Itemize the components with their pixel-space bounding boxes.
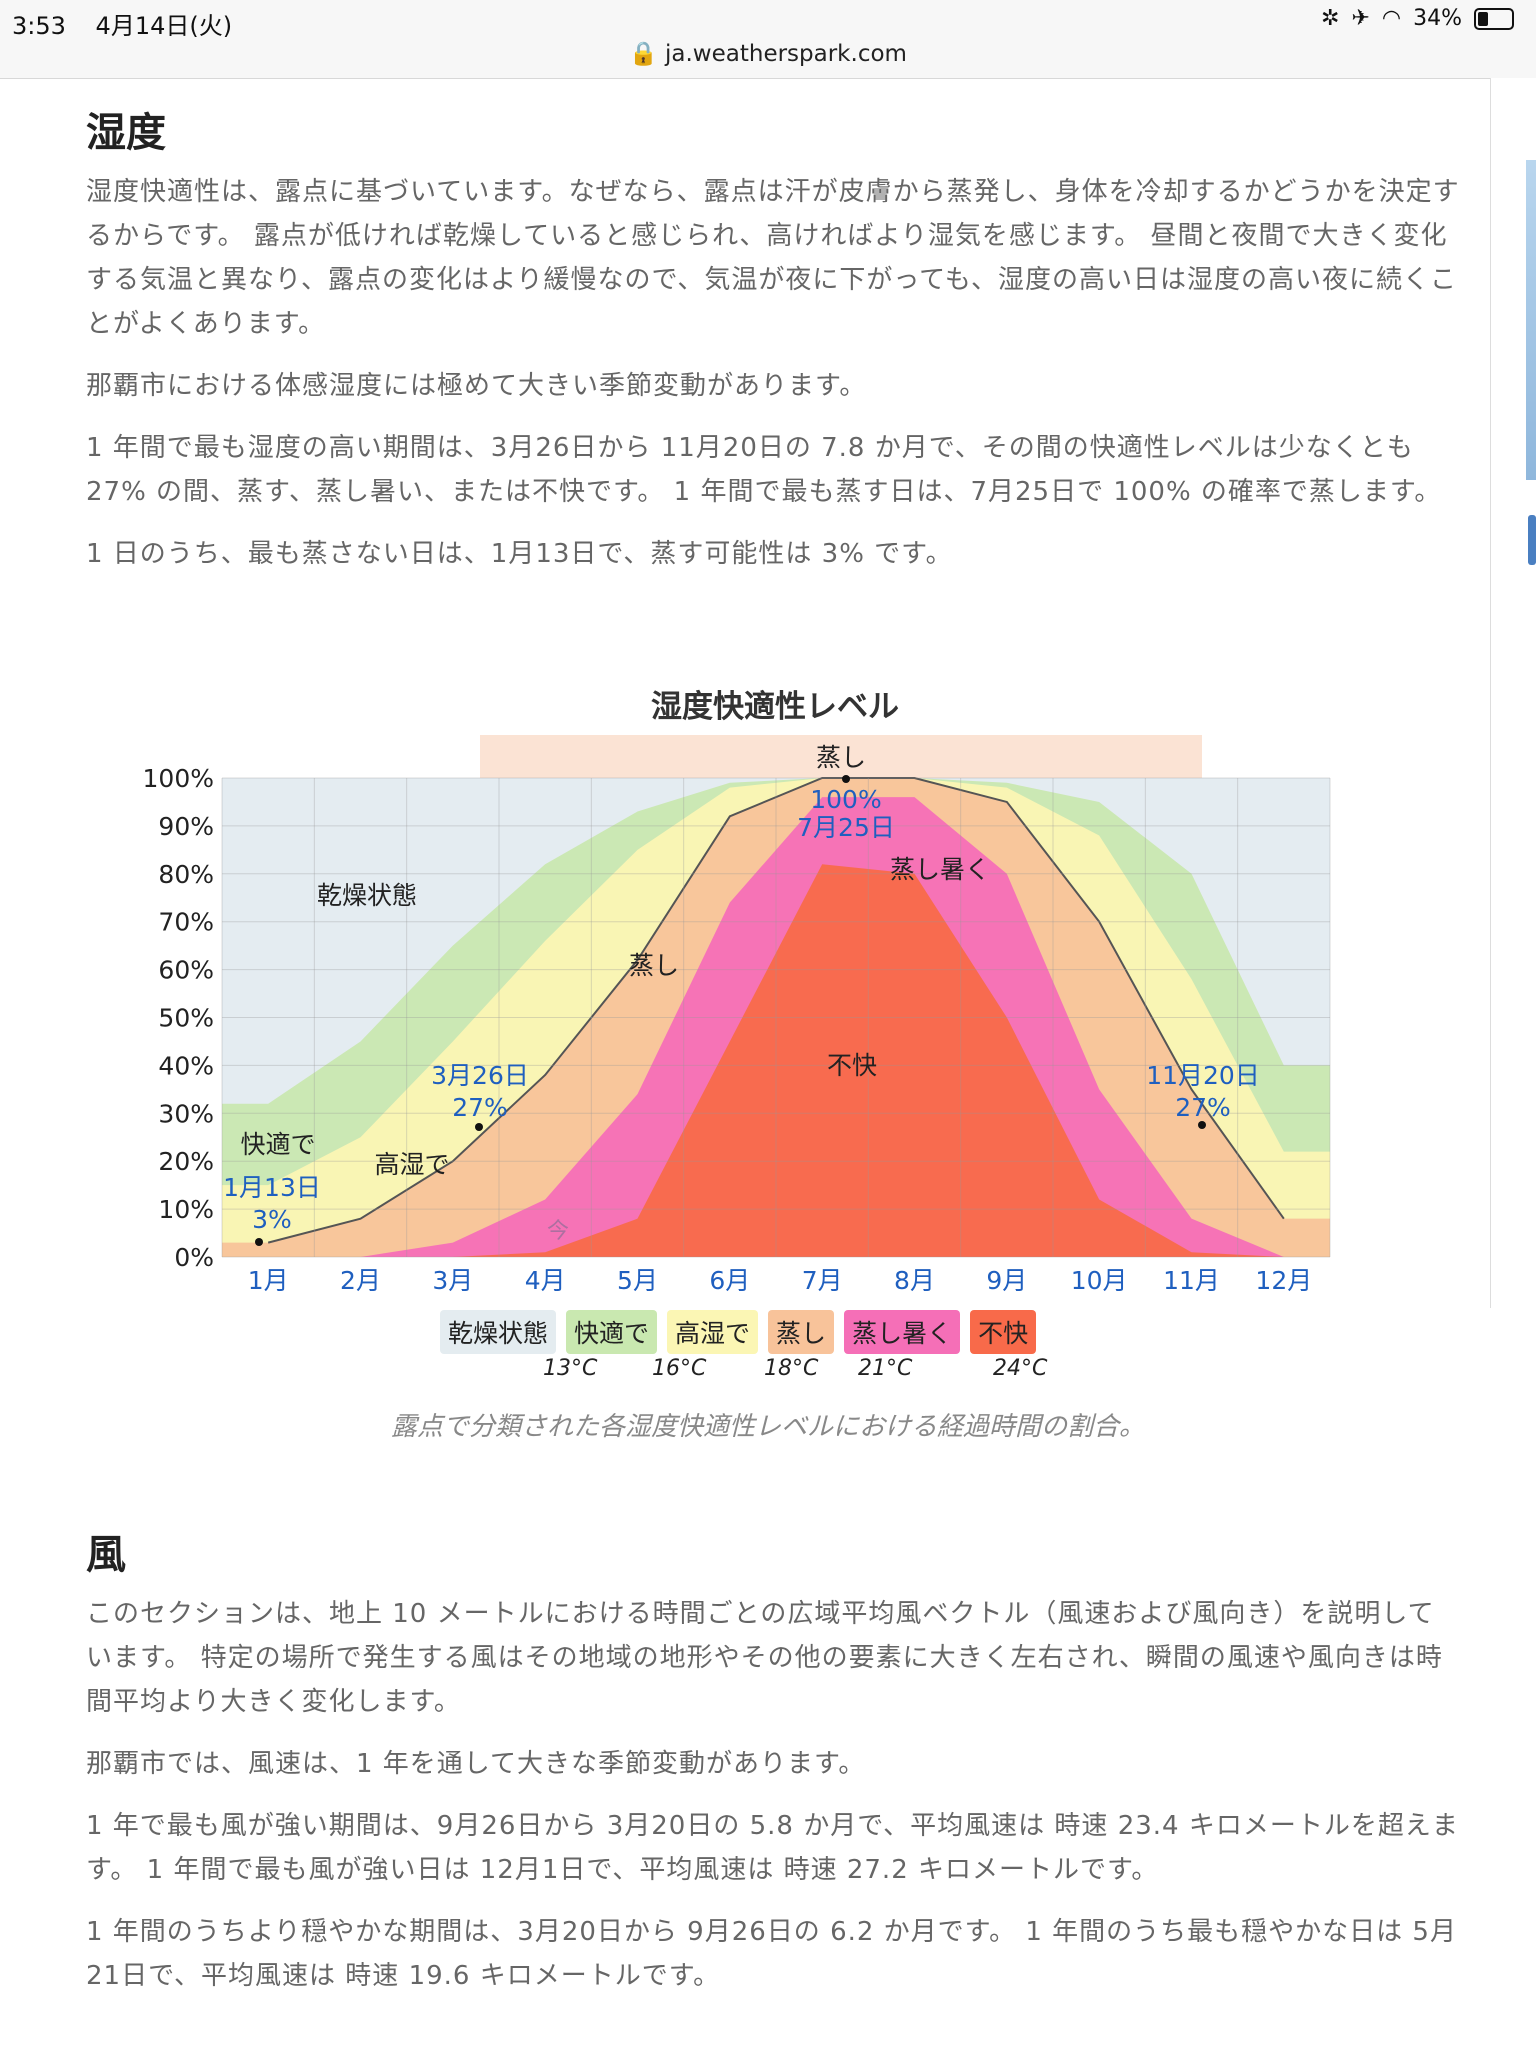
status-icons: ✲ ✈ ◠ 34% — [1321, 6, 1514, 31]
y-tick-label: 50% — [158, 1004, 214, 1033]
y-tick-label: 80% — [158, 860, 214, 889]
legend-item: 蒸し — [768, 1310, 835, 1354]
wind-paragraph-2: 那覇市では、風速は、1 年を通して大きな季節変動があります。 — [86, 1749, 866, 1779]
chart-legend: 乾燥状態 快適で 高湿で 蒸し 蒸し暑く 不快 — [440, 1310, 1046, 1354]
legend-item: 快適で — [566, 1310, 658, 1354]
wind-paragraph-4: 1 年間のうちより穏やかな期間は、3月20日から 9月26日の 6.2 か月です… — [86, 1917, 1457, 1991]
wifi-icon: ◠ — [1381, 6, 1402, 31]
x-tick-label: 11月 — [1163, 1266, 1220, 1295]
address-bar[interactable]: 🔒 ja.weatherspark.com — [0, 40, 1536, 67]
x-tick-label: 3月 — [432, 1266, 473, 1295]
x-tick-label: 10月 — [1071, 1266, 1128, 1295]
y-tick-label: 20% — [158, 1147, 214, 1176]
legend-temp: 13°C — [543, 1356, 598, 1381]
y-tick-label: 30% — [158, 1099, 214, 1128]
x-tick-label: 1月 — [248, 1266, 289, 1295]
y-tick-label: 0% — [174, 1243, 214, 1272]
region-label-muggy-mid: 蒸し — [629, 951, 679, 980]
annotation-point — [255, 1238, 263, 1246]
y-tick-label: 70% — [158, 908, 214, 937]
x-tick-label: 4月 — [525, 1266, 566, 1295]
sidebar-image[interactable] — [1526, 160, 1536, 480]
muggy-threshold-line — [267, 777, 1285, 1244]
series-area-不快 — [222, 864, 1330, 1257]
battery-percent: 34% — [1413, 6, 1462, 31]
region-label-comfortable: 快適で — [240, 1130, 315, 1159]
wind-paragraph-3: 1 年で最も風が強い期間は、9月26日から 3月20日の 5.8 か月で、平均風… — [86, 1811, 1459, 1885]
region-label-dry: 乾燥状態 — [317, 881, 417, 910]
y-tick-label: 60% — [158, 956, 214, 985]
legend-temp: 18°C — [764, 1356, 819, 1381]
status-bar: 3:53 4月14日(火) ✲ ✈ ◠ 34% 🔒 ja.weatherspar… — [0, 0, 1536, 79]
region-label-humid: 高湿で — [374, 1150, 449, 1179]
humidity-paragraph-4: 1 日のうち、最も蒸さない日は、1月13日で、蒸す可能性は 3% です。 — [86, 539, 953, 569]
y-tick-label: 100% — [143, 764, 214, 793]
humidity-paragraph-2: 那覇市における体感湿度には極めて大きい季節変動があります。 — [86, 371, 867, 401]
x-tick-label: 2月 — [340, 1266, 381, 1295]
legend-item: 高湿で — [667, 1310, 759, 1354]
annotation-date: 1月13日 — [223, 1173, 321, 1202]
y-tick-label: 40% — [158, 1051, 214, 1080]
url-text: ja.weatherspark.com — [665, 41, 907, 67]
chart-caption: 露点で分類された各湿度快適性レベルにおける経過時間の割合。 — [390, 1412, 1145, 1442]
x-tick-label: 5月 — [617, 1266, 658, 1295]
main-content: 湿度 湿度快適性は、露点に基づいています。なぜなら、露点は汗が皮膚から蒸発し、身… — [86, 78, 1461, 594]
y-tick-label: 90% — [158, 812, 214, 841]
region-label-muggy-top: 蒸し — [816, 743, 866, 772]
annotation-value: 3% — [252, 1205, 292, 1234]
status-time: 3:53 — [12, 12, 66, 40]
humidity-chart: 湿度快適性レベル 0% 10% 20% 30% 40% 50% 60% 70% 80% 90% 10… — [143, 689, 1331, 1295]
legend-item: 蒸し暑く — [844, 1310, 961, 1354]
annotation-date: 7月25日 — [797, 813, 895, 842]
legend-temp: 24°C — [993, 1356, 1048, 1381]
y-tick-label: 10% — [158, 1195, 214, 1224]
annotation-value: 100% — [810, 785, 881, 814]
x-tick-label: 6月 — [709, 1266, 750, 1295]
status-time-date: 3:53 4月14日(火) — [12, 6, 254, 41]
annotation-value: 27% — [452, 1093, 508, 1122]
chart-title: 湿度快適性レベル — [651, 689, 899, 725]
wind-heading: 風 — [86, 1532, 126, 1578]
now-marker-label: 今 — [547, 1219, 569, 1244]
x-tick-label: 9月 — [986, 1266, 1027, 1295]
annotation-point — [1198, 1121, 1206, 1129]
airplane-icon: ✈ — [1351, 6, 1370, 31]
wind-paragraph-1: このセクションは、地上 10 メートルにおける時間ごとの広域平均風ベクトル（風速… — [86, 1599, 1443, 1717]
annotation-point — [475, 1123, 483, 1131]
lock-icon: 🔒 — [629, 41, 658, 67]
legend-temp: 16°C — [652, 1356, 707, 1381]
legend-item: 乾燥状態 — [440, 1310, 557, 1354]
legend-item: 不快 — [970, 1310, 1037, 1354]
x-tick-label: 12月 — [1255, 1266, 1312, 1295]
annotation-date: 3月26日 — [431, 1061, 529, 1090]
sidebar-button[interactable] — [1528, 515, 1536, 565]
battery-icon — [1474, 7, 1514, 30]
x-tick-label: 8月 — [894, 1266, 935, 1295]
humidity-paragraph-3: 1 年間で最も湿度の高い期間は、3月26日から 11月20日の 7.8 か月で、… — [86, 433, 1442, 507]
x-tick-label: 7月 — [802, 1266, 843, 1295]
region-label-miserable: 不快 — [827, 1051, 877, 1080]
region-label-oppressive: 蒸し暑く — [890, 855, 990, 884]
humidity-heading: 湿度 — [86, 110, 166, 156]
annotation-value: 27% — [1175, 1093, 1231, 1122]
activity-icon: ✲ — [1321, 6, 1340, 31]
legend-temp: 21°C — [858, 1356, 913, 1381]
annotation-point — [842, 775, 850, 783]
wind-section: 風 このセクションは、地上 10 メートルにおける時間ごとの広域平均風ベクトル（… — [86, 1500, 1461, 2016]
humidity-paragraph-1: 湿度快適性は、露点に基づいています。なぜなら、露点は汗が皮膚から蒸発し、身体を冷… — [86, 177, 1460, 339]
status-date: 4月14日(火) — [95, 12, 233, 40]
annotation-date: 11月20日 — [1146, 1061, 1260, 1090]
